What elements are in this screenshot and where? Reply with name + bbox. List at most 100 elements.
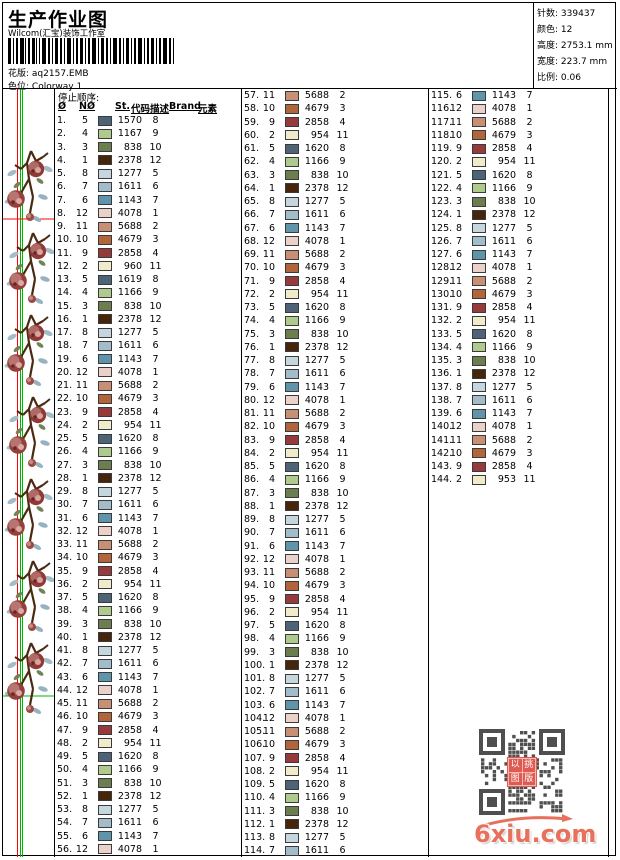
row-index: 51. — [57, 777, 73, 789]
position-number: 7 — [526, 408, 533, 419]
position-number: 6 — [339, 686, 346, 698]
stitch-count: 1166 — [491, 182, 516, 194]
table-row: 73. 5 1620 8 — [241, 301, 427, 314]
stitch-count: 1611 — [117, 817, 142, 829]
color-swatch — [285, 474, 299, 485]
barcode-icon — [8, 38, 174, 64]
stitch-count: 838 — [310, 328, 329, 340]
scale-line: 比例: 0.06 — [537, 73, 581, 83]
color-swatch — [98, 645, 112, 656]
needle-number: 3 — [81, 141, 88, 153]
needle-number: 2 — [81, 737, 88, 749]
height-line: 高度: 2753.1 mm — [537, 41, 613, 51]
position-number: 2 — [152, 698, 159, 709]
row-index: 22. — [57, 393, 73, 405]
needle-number: 1 — [81, 631, 88, 643]
table-row: 106. 10 4679 3 — [241, 738, 427, 751]
row-index: 112. — [244, 818, 266, 830]
stitch-count: 2858 — [491, 461, 516, 472]
row-index: 26. — [57, 446, 73, 458]
needle-number: 6 — [268, 540, 275, 552]
table-row: 31. 6 1143 7 — [54, 512, 240, 525]
color-swatch — [285, 527, 299, 538]
color-swatch — [98, 407, 112, 417]
table-row: 28. 1 2378 12 — [54, 472, 240, 485]
stitch-count: 1620 — [491, 169, 516, 181]
position-number: 1 — [526, 421, 533, 433]
color-swatch — [285, 501, 299, 512]
needle-number: 6 — [455, 249, 462, 260]
row-index: 45. — [57, 698, 73, 709]
color-swatch — [98, 460, 112, 470]
stitch-count: 838 — [123, 777, 142, 789]
table-row: 114. 7 1611 6 — [241, 844, 427, 857]
needle-number: 6 — [268, 699, 275, 711]
needle-number: 11 — [262, 249, 275, 260]
needle-number: 3 — [81, 300, 88, 312]
position-number: 10 — [523, 196, 536, 207]
row-index: 14. — [57, 287, 73, 299]
row-index: 52. — [57, 790, 73, 802]
needle-number: 11 — [262, 408, 275, 419]
table-row: 32. 12 4078 1 — [54, 525, 240, 538]
row-index: 95. — [244, 593, 260, 605]
needle-number: 5 — [455, 169, 462, 181]
table-row: 76. 1 2378 12 — [241, 341, 427, 354]
color-swatch — [472, 117, 486, 127]
needle-number: 4 — [268, 156, 275, 168]
table-row: 66. 7 1611 6 — [241, 208, 427, 221]
position-number: 7 — [152, 671, 159, 683]
pattern-file-line: 花版: aq2157.EMB — [8, 66, 89, 79]
color-swatch — [472, 395, 486, 406]
row-index: 48. — [57, 737, 73, 749]
stitch-count: 2378 — [304, 341, 329, 353]
position-number: 10 — [149, 777, 162, 789]
table-row: 83. 9 2858 4 — [241, 434, 427, 447]
position-number: 7 — [339, 222, 346, 234]
row-index: 91. — [244, 540, 260, 552]
table-row: 138. 7 1611 6 — [428, 394, 614, 407]
position-number: 11 — [523, 474, 536, 486]
color-swatch — [98, 619, 112, 629]
position-number: 4 — [339, 275, 346, 287]
position-number: 9 — [152, 128, 159, 140]
table-row: 101. 8 1277 5 — [241, 672, 427, 685]
color-swatch — [285, 806, 299, 816]
position-number: 3 — [339, 580, 346, 592]
stitch-count: 953 — [497, 474, 516, 486]
stitch-count: 4078 — [491, 103, 516, 115]
needle-number: 3 — [81, 459, 88, 471]
color-swatch — [285, 792, 299, 803]
needle-number: 2 — [268, 606, 275, 618]
color-swatch — [98, 221, 112, 232]
position-number: 4 — [152, 724, 159, 736]
color-swatch — [472, 461, 486, 472]
needle-number: 7 — [268, 686, 275, 698]
table-row: 22. 10 4679 3 — [54, 392, 240, 405]
position-number: 8 — [152, 115, 159, 126]
stitch-count: 954 — [497, 315, 516, 327]
position-number: 11 — [336, 606, 349, 618]
color-swatch — [98, 579, 112, 590]
color-swatch — [472, 342, 486, 353]
row-index: 142. — [431, 447, 453, 459]
position-number: 6 — [526, 394, 533, 406]
table-row: 24. 2 954 11 — [54, 419, 240, 432]
table-row: 104. 12 4078 1 — [241, 712, 427, 725]
table-row: 61. 5 1620 8 — [241, 142, 427, 155]
row-index: 28. — [57, 472, 73, 484]
row-index: 115. — [431, 90, 453, 101]
needle-number: 11 — [262, 726, 275, 737]
row-index: 8. — [57, 207, 67, 219]
colorway-line: 色位: Colorway 1 — [8, 79, 82, 92]
stitch-count: 1143 — [117, 512, 142, 524]
color-swatch — [98, 248, 112, 258]
stitch-count: 1143 — [304, 222, 329, 234]
table-row: 57. 11 5688 2 — [241, 89, 427, 102]
color-swatch — [285, 726, 299, 737]
color-swatch — [98, 658, 112, 669]
position-number: 6 — [152, 181, 159, 193]
row-index: 84. — [244, 447, 260, 459]
needle-number: 6 — [268, 222, 275, 234]
table-row: 9. 11 5688 2 — [54, 220, 240, 233]
